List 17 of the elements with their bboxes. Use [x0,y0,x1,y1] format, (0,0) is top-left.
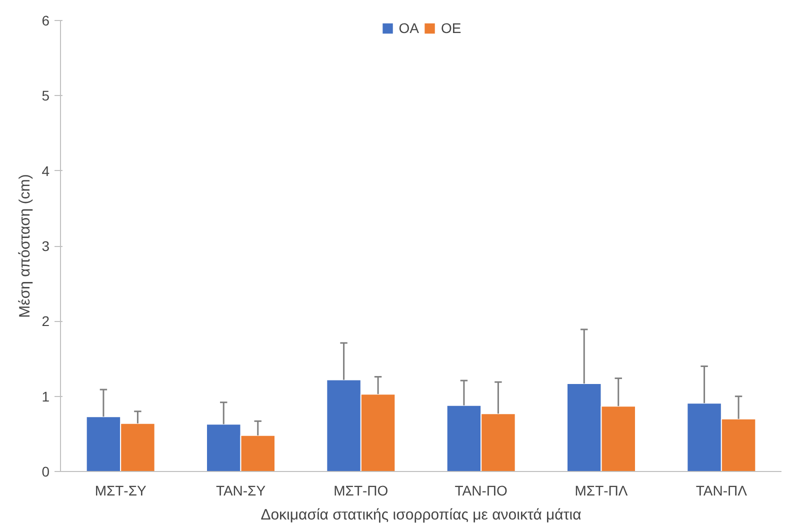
y-tick-label: 3 [42,238,50,254]
x-tick-label: ΤΑΝ-ΠΛ [696,482,748,498]
x-tick-label: ΤΑΝ-ΠΟ [454,482,508,498]
y-tick-label: 6 [42,12,50,28]
y-tick-label: 1 [42,388,50,404]
x-tick-label: ΜΣΤ-ΠΟ [334,482,388,498]
x-axis-title: Δοκιμασία στατικής ισορροπίας με ανοικτά μάτια [260,506,582,524]
y-tick-label: 5 [42,88,50,104]
y-tick-label: 0 [42,464,50,480]
x-tick-label: ΜΣΤ-ΣΥ [94,482,148,498]
x-tick-label: ΜΣΤ-ΠΛ [574,482,628,498]
x-tick-label: ΤΑΝ-ΣΥ [216,482,266,498]
y-axis-title: Μέση απόσταση (cm) [16,174,34,318]
legend-label: OA [398,20,419,36]
y-tick-label: 2 [42,313,50,330]
y-tick-label: 4 [42,162,50,179]
legend-label: OE [441,20,462,36]
